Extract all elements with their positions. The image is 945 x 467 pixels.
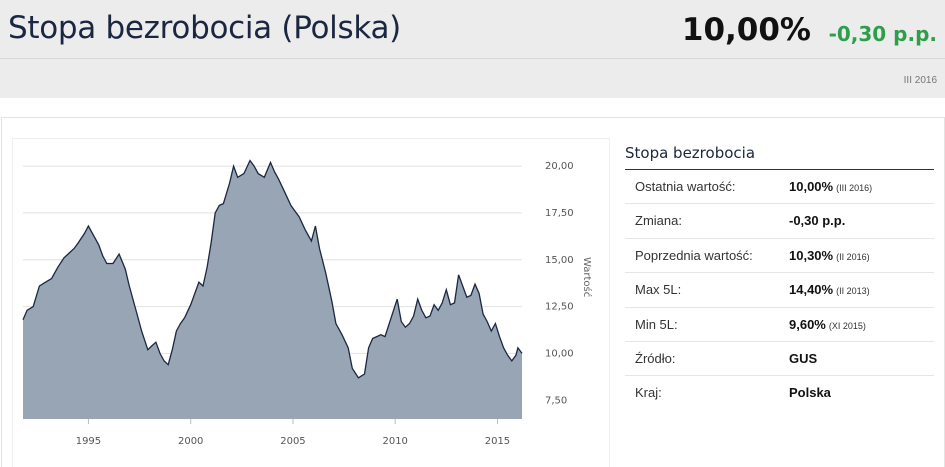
info-row-country: Kraj: Polska (625, 376, 934, 410)
info-value: 14,40% (II 2013) (789, 282, 870, 298)
info-row-previous-value: Poprzednia wartość: 10,30% (II 2016) (625, 239, 934, 274)
header-divider (0, 58, 945, 59)
y-tick-label: 7,50 (545, 395, 567, 406)
info-note: (II 2013) (836, 286, 870, 297)
info-value: GUS (789, 350, 818, 366)
info-value: 10,30% (II 2016) (789, 247, 870, 263)
x-tick-label: 2000 (178, 436, 203, 447)
header-date: III 2016 (903, 75, 937, 86)
x-tick-label: 1995 (76, 436, 101, 447)
info-note: (II 2016) (836, 251, 870, 262)
y-axis-ticks: 7,50 10,00 12,50 15,00 17,50 20,00 (545, 161, 574, 406)
info-label: Ostatnia wartość: (635, 179, 736, 194)
info-label: Źródło: (635, 350, 676, 366)
x-tick-label: 2015 (485, 436, 510, 447)
info-label: Zmiana: (635, 213, 682, 229)
chart-frame (12, 138, 610, 467)
info-note: (III 2016) (836, 183, 873, 193)
y-tick-label: 12,50 (545, 302, 574, 313)
info-value: 9,60% (XI 2015) (789, 316, 866, 332)
info-label: Poprzednia wartość: (635, 247, 753, 263)
info-value: Polska (789, 385, 831, 401)
info-title: Stopa bezrobocia (625, 144, 756, 162)
y-tick-label: 15,00 (545, 255, 574, 266)
info-label: Kraj: (635, 385, 662, 401)
info-label: Min 5L: (635, 316, 678, 332)
series-line (22, 159, 523, 379)
info-note: (XI 2015) (828, 320, 866, 331)
info-row-max-5y: Max 5L: 14,40% (II 2013) (625, 273, 934, 308)
info-row-change: Zmiana: -0,30 p.p. (625, 204, 934, 239)
y-tick-label: 17,50 (545, 208, 574, 219)
page-header: Stopa bezrobocia (Polska) 10,00% -0,30 p… (0, 0, 945, 98)
info-row-min-5y: Min 5L: 9,60% (XI 2015) (625, 308, 934, 342)
change-value: -0,30 p.p. (828, 22, 937, 46)
info-label: Max 5L: (635, 282, 682, 298)
x-axis-ticks: 1995 2000 2005 2010 2015 (76, 419, 510, 447)
info-value: 10,00% (III 2016) (789, 179, 873, 194)
info-value: -0,30 p.p. (789, 213, 846, 229)
info-table: Ostatnia wartość: 10,00% (III 2016) Zmian… (625, 170, 934, 411)
series-area (23, 160, 522, 419)
y-tick-label: 10,00 (545, 348, 574, 359)
x-tick-label: 2005 (280, 436, 305, 447)
info-row-last-value: Ostatnia wartość: 10,00% (III 2016) (625, 170, 934, 205)
x-tick-label: 2010 (382, 436, 407, 447)
page-title: Stopa bezrobocia (Polska) (8, 10, 401, 46)
info-row-source: Źródło: GUS (625, 342, 934, 377)
y-tick-label: 20,00 (545, 161, 574, 172)
y-axis-label: Wartość (581, 257, 593, 297)
unemployment-chart: 7,50 10,00 12,50 15,00 17,50 20,00 1995 2000 20… (22, 159, 593, 447)
info-divider (625, 169, 934, 170)
current-value: 10,00% (681, 12, 811, 48)
